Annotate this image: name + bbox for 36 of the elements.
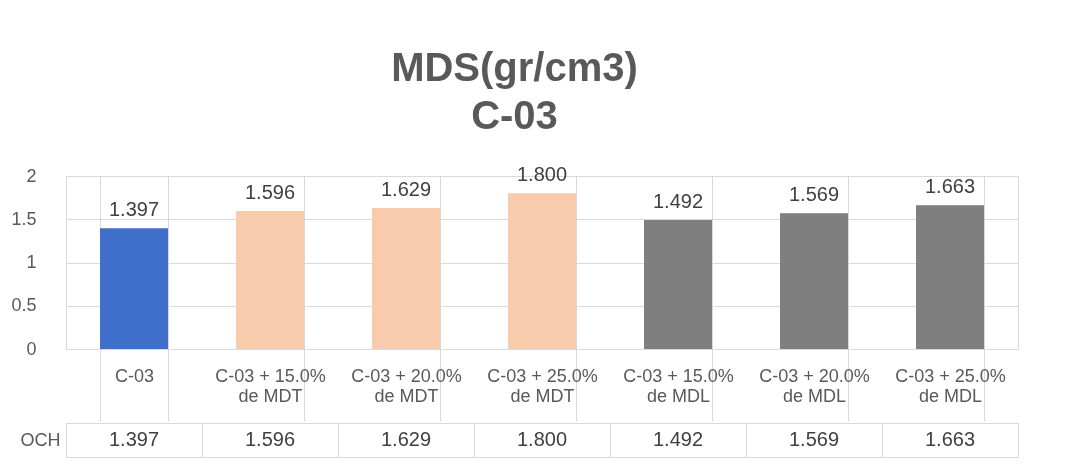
bar xyxy=(644,219,712,349)
data-label: 1.800 xyxy=(516,428,568,450)
y-tick-label: 1.5 xyxy=(11,208,37,229)
data-label: 1.663 xyxy=(924,428,976,450)
y-tick-label: 0.5 xyxy=(11,295,37,316)
bar xyxy=(780,213,848,349)
text: OCH xyxy=(20,429,61,450)
x-tick-label: C-03 + 25.0% de MDL xyxy=(895,365,1006,406)
bar xyxy=(372,208,440,349)
y-tick-label: 1 xyxy=(26,252,37,272)
data-label: 1.397 xyxy=(108,428,160,450)
text: 1.397 xyxy=(108,198,160,221)
text: 1.492 xyxy=(652,189,704,212)
x-tick-label: C-03 + 15.0% de MDT xyxy=(215,365,326,406)
bar xyxy=(100,228,168,349)
text: 1.569 xyxy=(788,183,840,206)
data-label: 1.629 xyxy=(380,428,432,450)
text: 1.663 xyxy=(924,175,976,198)
x-tick-label: C-03 + 25.0% de MDT xyxy=(487,365,598,406)
data-label: 1.596 xyxy=(244,428,296,450)
bar xyxy=(236,210,304,349)
y-tick-label: 0 xyxy=(26,338,37,359)
bar xyxy=(508,193,576,349)
text: 1.800 xyxy=(516,163,568,186)
text: 1.629 xyxy=(380,178,432,201)
text: 1.596 xyxy=(244,180,296,203)
x-tick-label: C-03 + 20.0% de MDL xyxy=(759,365,870,406)
chart-title: MDS(gr/cm3) xyxy=(391,44,638,89)
y-tick-label: 2 xyxy=(26,165,37,186)
data-label: 1.492 xyxy=(652,428,704,450)
x-tick-label: C-03 + 20.0% de MDT xyxy=(351,365,462,406)
chart-subtitle: C-03 xyxy=(471,92,558,137)
x-tick-label: C-03 xyxy=(114,365,155,386)
x-tick-label: C-03 + 15.0% de MDL xyxy=(623,365,734,406)
bar xyxy=(916,205,984,349)
data-label: 1.569 xyxy=(788,428,840,450)
